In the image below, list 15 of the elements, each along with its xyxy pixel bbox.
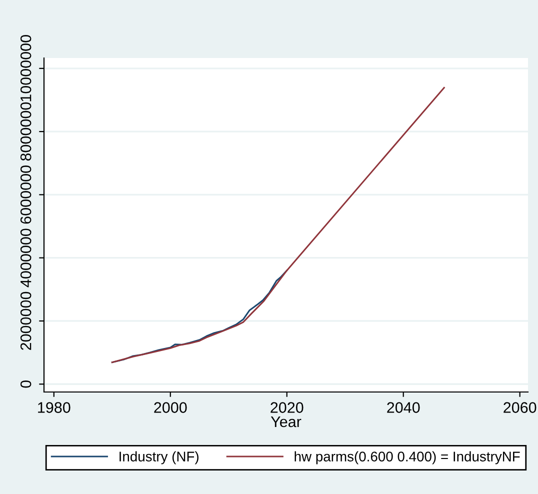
- x-tick-label: 2000: [154, 402, 187, 413]
- y-tick-label: 4000000: [20, 228, 32, 288]
- x-tick-label: 1980: [38, 402, 70, 413]
- legend-label: Industry (NF): [120, 451, 198, 464]
- y-tick-label: 10000000: [20, 35, 32, 102]
- legend-label: hw parms(0.600 0.400) = IndustryNF: [294, 451, 520, 464]
- x-tick-label: 2020: [270, 402, 304, 413]
- y-tick-label: 8000000: [20, 102, 32, 161]
- y-tick-label: 6000000: [20, 166, 32, 224]
- x-axis-title: Year: [270, 416, 302, 428]
- y-tick-label: 2000000: [20, 292, 32, 350]
- y-tick-label: 0: [20, 380, 32, 388]
- x-tick-label: 2040: [387, 402, 420, 413]
- x-tick-label: 2060: [504, 402, 536, 413]
- line-series: [111, 86, 445, 364]
